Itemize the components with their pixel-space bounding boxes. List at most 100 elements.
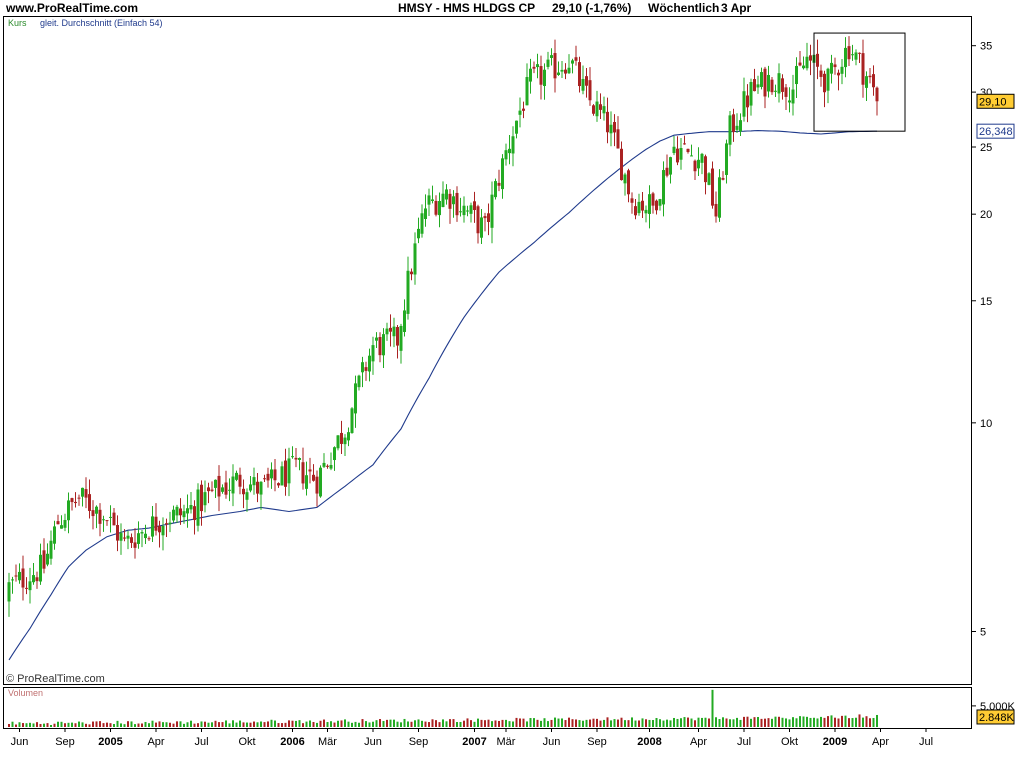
candle: [830, 54, 833, 84]
candle: [620, 141, 623, 181]
candle: [427, 188, 431, 217]
volume-bar: [508, 721, 511, 727]
candle: [648, 185, 651, 229]
candle: [336, 435, 340, 451]
candle: [473, 191, 476, 223]
candle: [798, 50, 802, 67]
candle: [564, 63, 567, 80]
volume-bar: [134, 724, 136, 727]
volume-bar: [676, 718, 679, 727]
volume-bar: [680, 718, 682, 727]
candle: [291, 446, 294, 459]
volume-bar: [99, 721, 101, 727]
time-tick-label: Jul: [737, 736, 751, 748]
volume-bar: [144, 721, 147, 727]
volume-bar: [757, 716, 759, 727]
candle: [182, 504, 186, 524]
volume-bar: [589, 719, 591, 727]
candle: [252, 467, 256, 495]
candle: [854, 49, 858, 66]
price-panel: [3, 16, 972, 685]
candle: [700, 152, 704, 175]
candle: [543, 63, 546, 100]
volume-bar: [421, 720, 423, 727]
volume-bar: [113, 724, 115, 727]
candle: [42, 538, 46, 574]
volume-bar: [36, 722, 38, 727]
volume-bar: [246, 722, 248, 727]
volume-bar: [848, 718, 850, 727]
candle: [613, 114, 616, 147]
volume-bar: [806, 716, 808, 727]
candle: [532, 61, 536, 74]
candle: [553, 39, 557, 93]
volume-bar: [459, 721, 462, 727]
candle: [728, 111, 732, 157]
instrument-title: HMSY - HMS HLDGS CP: [398, 1, 536, 15]
candle: [151, 505, 154, 542]
candle: [382, 328, 385, 368]
candle: [203, 480, 207, 513]
volume-bar: [95, 721, 98, 727]
candle: [816, 39, 819, 80]
volume-bar: [403, 718, 406, 727]
candle: [476, 204, 480, 244]
volume-bar: [557, 718, 560, 727]
candle: [256, 473, 259, 503]
candle: [515, 120, 518, 139]
volume-bar: [729, 719, 731, 727]
candle: [249, 476, 252, 493]
candle: [763, 66, 767, 109]
volume-bar: [67, 722, 70, 727]
candle: [557, 61, 560, 76]
candle: [875, 86, 879, 116]
volume-bar: [193, 723, 196, 727]
candle: [833, 57, 837, 75]
volume-bar: [368, 722, 371, 727]
volume-bar: [788, 719, 791, 727]
candle: [823, 70, 826, 108]
volume-bar: [344, 719, 346, 727]
time-tick-label: Sep: [409, 736, 429, 748]
candle: [49, 530, 53, 565]
candle: [826, 67, 830, 104]
volume-bar: [400, 722, 402, 727]
candle: [266, 467, 270, 488]
volume-bar: [407, 721, 409, 727]
svg-text:29,10: 29,10: [979, 96, 1007, 108]
volume-bar: [582, 720, 584, 727]
candle: [494, 178, 497, 200]
volume-bar: [354, 721, 357, 727]
volume-bar: [151, 720, 154, 727]
candle: [840, 59, 844, 85]
time-axis: Jun Sep 2005 Apr Jul Okt 2006 Mär Jun Sep 2007 Mär J…: [11, 728, 933, 748]
volume-bar: [743, 716, 745, 727]
volume-bar: [701, 717, 703, 727]
volume-bar: [792, 717, 794, 727]
volume-bar: [851, 718, 854, 727]
candle: [567, 54, 571, 75]
candle: [623, 172, 627, 196]
volume-bar: [501, 719, 504, 727]
time-tick-label: Sep: [587, 736, 607, 748]
candle: [28, 567, 32, 604]
candle: [791, 74, 795, 116]
candle: [616, 116, 620, 149]
volume-bar: [732, 719, 735, 727]
volume-bar: [235, 722, 238, 727]
candle: [802, 56, 805, 70]
site-link[interactable]: www.ProRealTime.com: [6, 1, 139, 15]
candle: [742, 77, 746, 122]
candle: [581, 65, 585, 95]
candle: [665, 154, 669, 178]
candle: [210, 481, 214, 493]
price-change: 29,10 (-1,76%): [552, 1, 632, 15]
candle: [872, 65, 875, 96]
volume-bar: [778, 716, 780, 727]
volume-bar: [22, 723, 24, 727]
volume-bar: [302, 723, 304, 727]
candle: [784, 83, 788, 110]
last-volume-badge: 2.848K: [976, 709, 1015, 725]
volume-bar: [578, 720, 581, 727]
